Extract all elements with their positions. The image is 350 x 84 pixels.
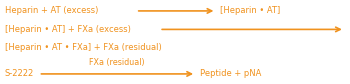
Text: [Heparin • AT • FXa] + FXa (residual): [Heparin • AT • FXa] + FXa (residual) xyxy=(5,43,162,52)
Text: [Heparin • AT] + FXa (excess): [Heparin • AT] + FXa (excess) xyxy=(5,25,131,34)
Text: [Heparin • AT]: [Heparin • AT] xyxy=(220,6,280,15)
Text: FXa (residual): FXa (residual) xyxy=(90,58,145,67)
Text: Peptide + pNA: Peptide + pNA xyxy=(200,69,261,78)
Text: S-2222: S-2222 xyxy=(5,69,34,78)
Text: Heparin + AT (excess): Heparin + AT (excess) xyxy=(5,6,98,15)
